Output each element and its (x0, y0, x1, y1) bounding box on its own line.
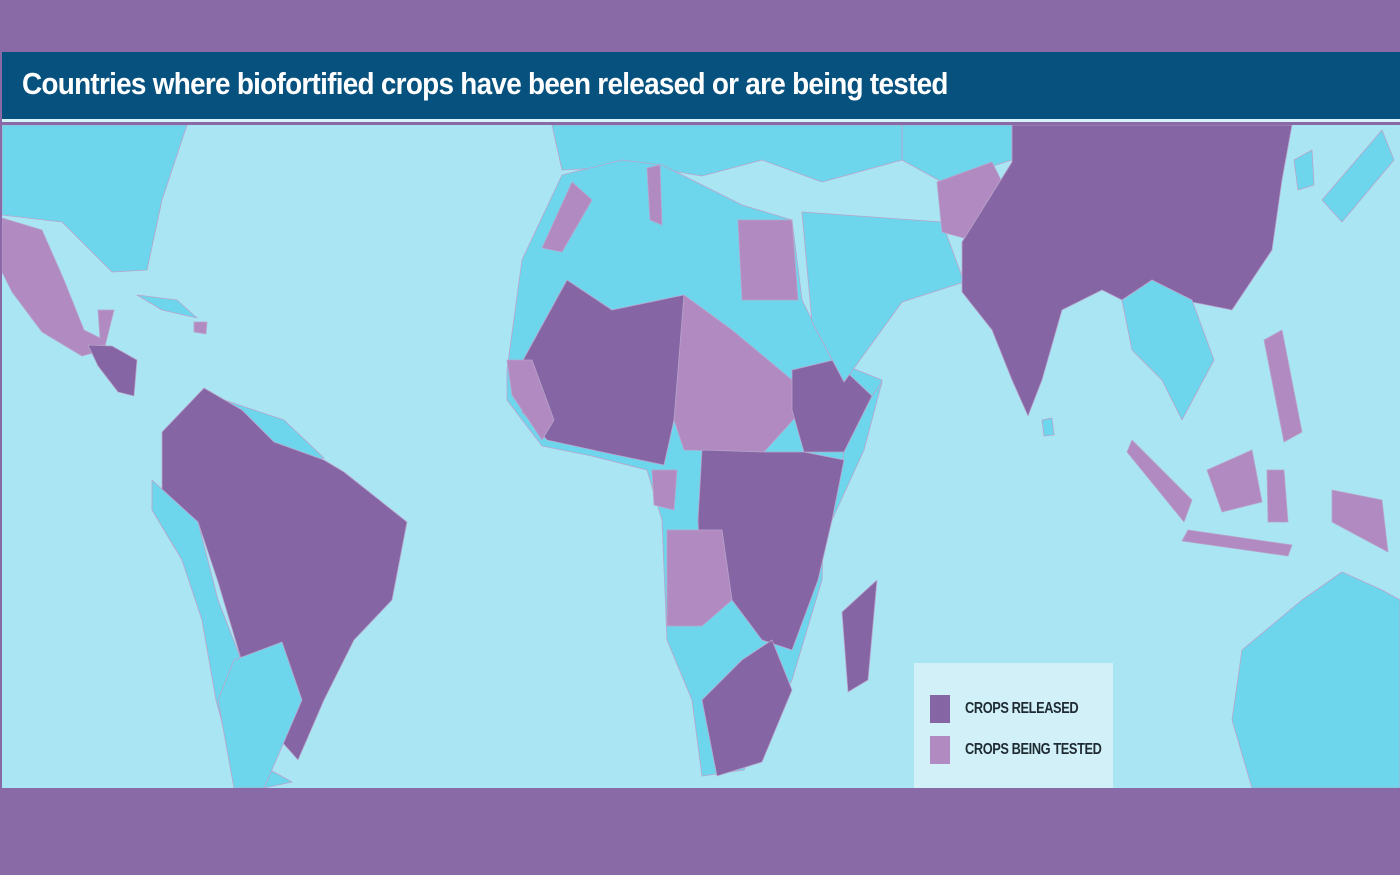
region-north-america (2, 125, 188, 273)
region-philippines (1263, 329, 1303, 443)
region-morocco (541, 181, 593, 253)
map-legend: CROPS RELEASED CROPS BEING TESTED (914, 663, 1113, 788)
region-south-asia-china (961, 125, 1293, 417)
map-canvas (2, 125, 1400, 788)
region-south-africa (701, 639, 793, 777)
region-central-america (87, 344, 138, 397)
legend-item-released: CROPS RELEASED (930, 695, 1106, 723)
region-mexico (2, 217, 115, 357)
region-southeast-asia (1121, 279, 1215, 421)
legend-swatch-tested (930, 736, 950, 764)
region-borneo (1206, 449, 1263, 513)
legend-label-tested: CROPS BEING TESTED (965, 741, 1102, 758)
region-sulawesi (1266, 469, 1289, 523)
region-peru-chile (151, 479, 293, 788)
region-cuba (136, 294, 198, 319)
region-haiti (193, 321, 208, 335)
region-japan (1321, 129, 1395, 223)
region-korea (1293, 149, 1315, 191)
region-java (1181, 529, 1293, 557)
legend-item-tested: CROPS BEING TESTED (930, 736, 1136, 764)
title-bar: Countries where biofortified crops have … (2, 52, 1400, 122)
region-gabon (651, 469, 678, 511)
region-chad-sudan (673, 294, 803, 453)
region-madagascar (841, 579, 878, 693)
world-map (2, 125, 1400, 788)
region-australia (1231, 571, 1400, 788)
region-south-america-released (161, 387, 408, 761)
region-new-guinea (1331, 489, 1389, 553)
map-title: Countries where biofortified crops have … (22, 66, 948, 101)
region-sierra-leone (506, 359, 555, 441)
region-angola (666, 529, 733, 627)
legend-swatch-released (930, 695, 950, 723)
legend-label-released: CROPS RELEASED (965, 700, 1079, 717)
region-egypt (737, 219, 799, 301)
region-argentina (217, 641, 303, 788)
region-sri-lanka (1041, 417, 1055, 437)
region-tunisia (646, 164, 663, 226)
region-sumatra (1126, 439, 1193, 523)
